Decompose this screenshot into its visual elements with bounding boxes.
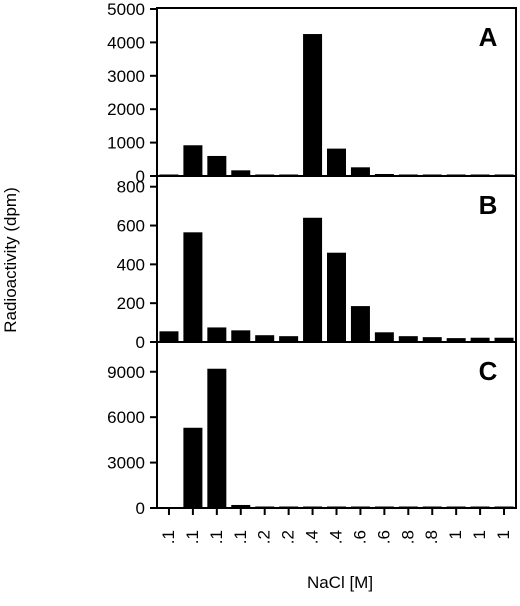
bar: [327, 148, 346, 176]
y-tick-label: 5000: [107, 0, 145, 19]
bar: [398, 336, 418, 342]
bar: [279, 336, 299, 342]
bar: [446, 506, 466, 508]
bar: [470, 506, 490, 508]
bar: [255, 506, 275, 508]
bar: [446, 338, 466, 342]
bar: [327, 506, 346, 508]
y-tick-label: 800: [117, 178, 145, 197]
bar: [207, 368, 227, 508]
x-tick-label: .6: [374, 530, 393, 544]
x-tick-label: .8: [398, 530, 417, 544]
x-tick-label: .2: [255, 530, 274, 544]
bar: [374, 332, 394, 342]
x-axis-label: NaCl [M]: [307, 573, 373, 592]
bar: [159, 331, 179, 342]
chart-panels: 0 1000 2000 3000 4000 5000 A 0 200 400 600 800 B 0 300…: [107, 0, 517, 518]
x-tick-label: .8: [422, 530, 441, 544]
panel-label: C: [479, 356, 498, 386]
y-axis-label: Radioactivity (dpm): [1, 187, 20, 333]
bar: [231, 170, 251, 176]
x-tick-label: .2: [279, 530, 298, 544]
y-tick-label: 0: [136, 333, 145, 352]
x-tick-label: .4: [303, 530, 322, 544]
bar: [231, 330, 251, 342]
bar: [350, 167, 370, 176]
bar: [279, 506, 299, 508]
y-tick-label: 4000: [107, 33, 145, 52]
x-tick-label: .4: [327, 530, 346, 544]
bar: [183, 427, 203, 508]
bar: [183, 145, 203, 176]
x-tick-label: 1: [446, 530, 465, 539]
y-tick-label: 0: [136, 499, 145, 518]
x-tick-label: .1: [231, 530, 250, 544]
bar: [422, 337, 442, 342]
y-tick-label: 200: [117, 294, 145, 313]
panel-label: A: [479, 22, 498, 52]
bar: [422, 506, 442, 508]
bar: [494, 506, 514, 508]
y-tick-label: 2000: [107, 100, 145, 119]
y-tick-label: 400: [117, 255, 145, 274]
bar: [303, 34, 323, 176]
bar: [303, 217, 323, 342]
x-tick-label: .6: [350, 530, 369, 544]
bar: [231, 504, 251, 508]
y-tick-label: 9000: [107, 363, 145, 382]
y-tick-label: 3000: [107, 454, 145, 473]
x-tick-label: 1: [470, 530, 489, 539]
y-tick-label: 1000: [107, 134, 145, 153]
bar: [494, 337, 514, 342]
y-tick-label: 3000: [107, 67, 145, 86]
bar: [327, 252, 346, 342]
bar: [183, 232, 203, 342]
bar: [350, 506, 370, 508]
panel-c: 0 3000 6000 9000 C: [107, 341, 517, 518]
x-tick-label: .1: [183, 530, 202, 544]
bar: [350, 306, 370, 342]
bar: [207, 327, 227, 342]
y-tick-label: 0: [136, 167, 145, 186]
x-tick-label: 1: [494, 530, 513, 539]
x-tick-labels: .1.1.1.1.2.2.4.4.6.6.8.8 1 1 1: [159, 508, 513, 544]
panel-label: B: [479, 190, 498, 220]
x-tick-label: .1: [159, 530, 178, 544]
panel-a: 0 1000 2000 3000 4000 5000 A: [107, 0, 517, 186]
bar: [470, 337, 490, 342]
bar: [398, 506, 418, 508]
bar: [374, 506, 394, 508]
bar: [303, 506, 323, 508]
x-tick-label: .1: [207, 530, 226, 544]
bar: [207, 155, 227, 176]
panel-b: 0 200 400 600 800 B: [117, 175, 517, 352]
y-tick-label: 600: [117, 217, 145, 236]
y-tick-label: 6000: [107, 408, 145, 427]
bar: [374, 173, 394, 176]
bar: [255, 335, 275, 342]
